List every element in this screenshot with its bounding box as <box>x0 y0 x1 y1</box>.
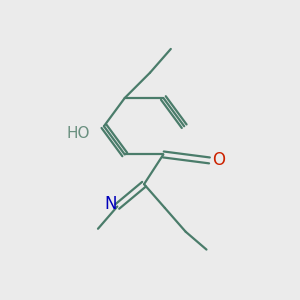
Text: O: O <box>212 151 225 169</box>
Text: N: N <box>104 195 117 213</box>
Text: HO: HO <box>67 126 90 141</box>
